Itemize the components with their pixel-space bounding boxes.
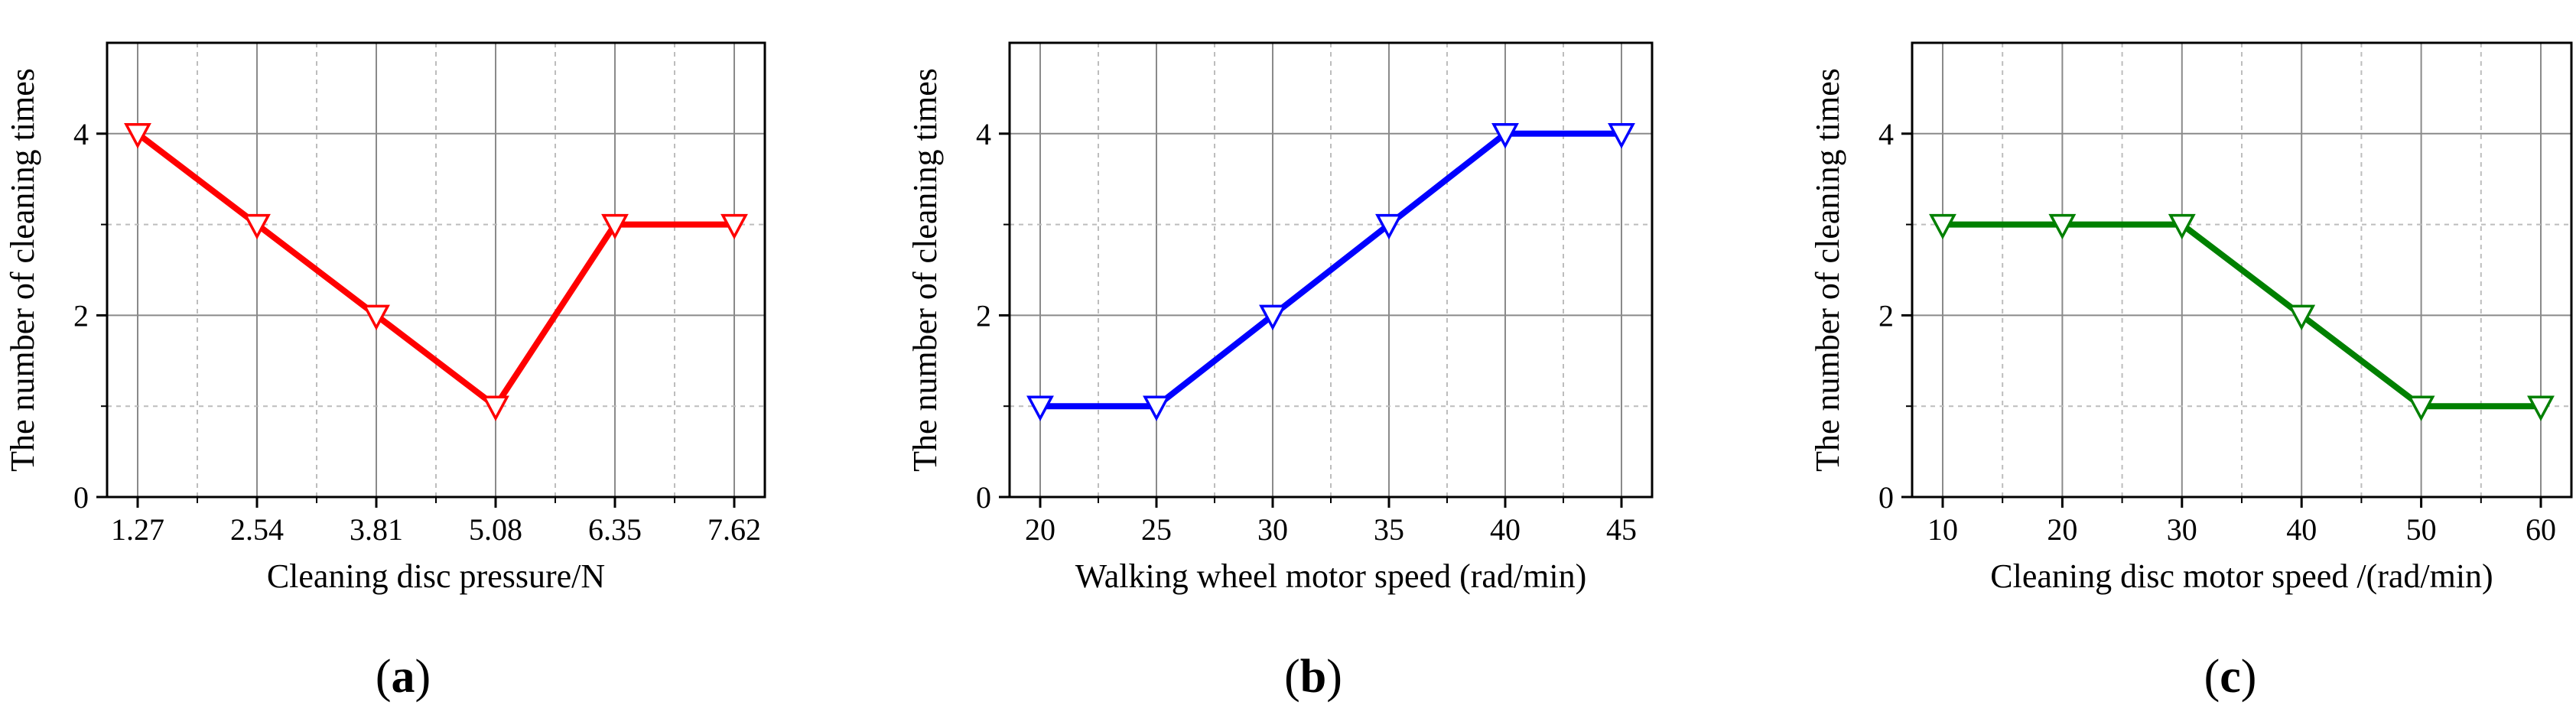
data-point-marker [2168,213,2196,240]
panel-label-close-paren: ) [415,651,431,703]
x-tick-label: 25 [1141,512,1172,547]
panel-label: (a) [376,651,431,703]
data-point-marker [720,213,748,240]
chart-panel-c: 10 20 30 40 50 60 0 2 4 Cleaning disc motor speed… [1809,41,2573,703]
series-line [1037,130,1625,410]
data-point-marker [2527,395,2555,421]
panel-label-letter: a [392,651,415,703]
data-point-marker [1491,123,1519,149]
x-tick-label: 35 [1374,512,1404,547]
data-point-marker [124,123,151,149]
y-axis-label: The number of cleaning times [906,68,944,472]
x-tick-label: 2.54 [230,512,284,547]
data-point-marker [2288,304,2316,331]
x-tick-label: 30 [1257,512,1288,547]
x-tick-label: 20 [1025,512,1055,547]
y-tick-label: 0 [1878,480,1894,515]
panel-label-letter: b [1300,651,1326,703]
y-tick-label: 4 [976,117,991,151]
data-point-marker [1259,304,1286,331]
x-tick-label: 7.62 [707,512,761,547]
data-point-marker [1929,213,1956,240]
y-tick-label: 0 [976,480,991,515]
panel-label-letter: c [2220,651,2241,703]
data-point-marker [2048,213,2077,240]
data-point-marker [243,213,271,240]
data-point-marker [2407,395,2435,421]
x-axis-label: Cleaning disc motor speed /(rad/min) [1990,557,2493,595]
y-axis-label: The number of cleaning times [1809,68,1846,472]
y-tick-label: 4 [73,117,89,151]
data-point-marker [1143,395,1170,421]
panel-label-close-paren: ) [2241,651,2257,703]
y-tick-label: 2 [976,298,991,333]
x-tick-label: 45 [1606,512,1637,547]
panel-label-open-paren: ( [376,651,392,703]
data-point-marker [363,304,390,331]
panel-label-open-paren: ( [2204,651,2220,703]
x-tick-label: 50 [2406,512,2437,547]
y-tick-label: 0 [73,480,89,515]
x-tick-label: 6.35 [588,512,642,547]
chart-panel-b: 20 25 30 35 40 45 0 2 4 Walking wheel motor speed… [906,41,1654,703]
x-tick-label: 10 [1927,512,1958,547]
x-tick-label: 3.81 [350,512,403,547]
y-tick-label: 2 [1878,298,1894,333]
panel-label: (b) [1284,651,1342,703]
data-point-marker [482,395,509,421]
x-tick-label: 60 [2526,512,2556,547]
panel-label: (c) [2204,651,2257,703]
data-point-marker [1026,395,1054,421]
data-point-marker [1608,123,1635,149]
y-tick-label: 4 [1878,117,1894,151]
panel-label-open-paren: ( [1284,651,1300,703]
x-tick-label: 30 [2167,512,2197,547]
y-axis-label: The number of cleaning times [4,68,41,472]
chart-panel-a: 1.27 2.54 3.81 5.08 6.35 7.62 0 2 4 Cleaning disc… [4,41,766,703]
series-line [135,130,737,410]
x-axis-label: Walking wheel motor speed (rad/min) [1075,557,1587,595]
x-tick-label: 40 [2286,512,2317,547]
x-tick-label: 20 [2047,512,2077,547]
panel-label-close-paren: ) [1326,651,1342,703]
x-tick-label: 5.08 [469,512,522,547]
data-point-marker [1375,213,1403,240]
x-tick-label: 40 [1490,512,1521,547]
y-tick-label: 2 [73,298,89,333]
x-tick-label: 1.27 [111,512,164,547]
x-axis-label: Cleaning disc pressure/N [267,557,605,595]
data-point-marker [601,213,629,240]
series-line [1940,221,2544,410]
